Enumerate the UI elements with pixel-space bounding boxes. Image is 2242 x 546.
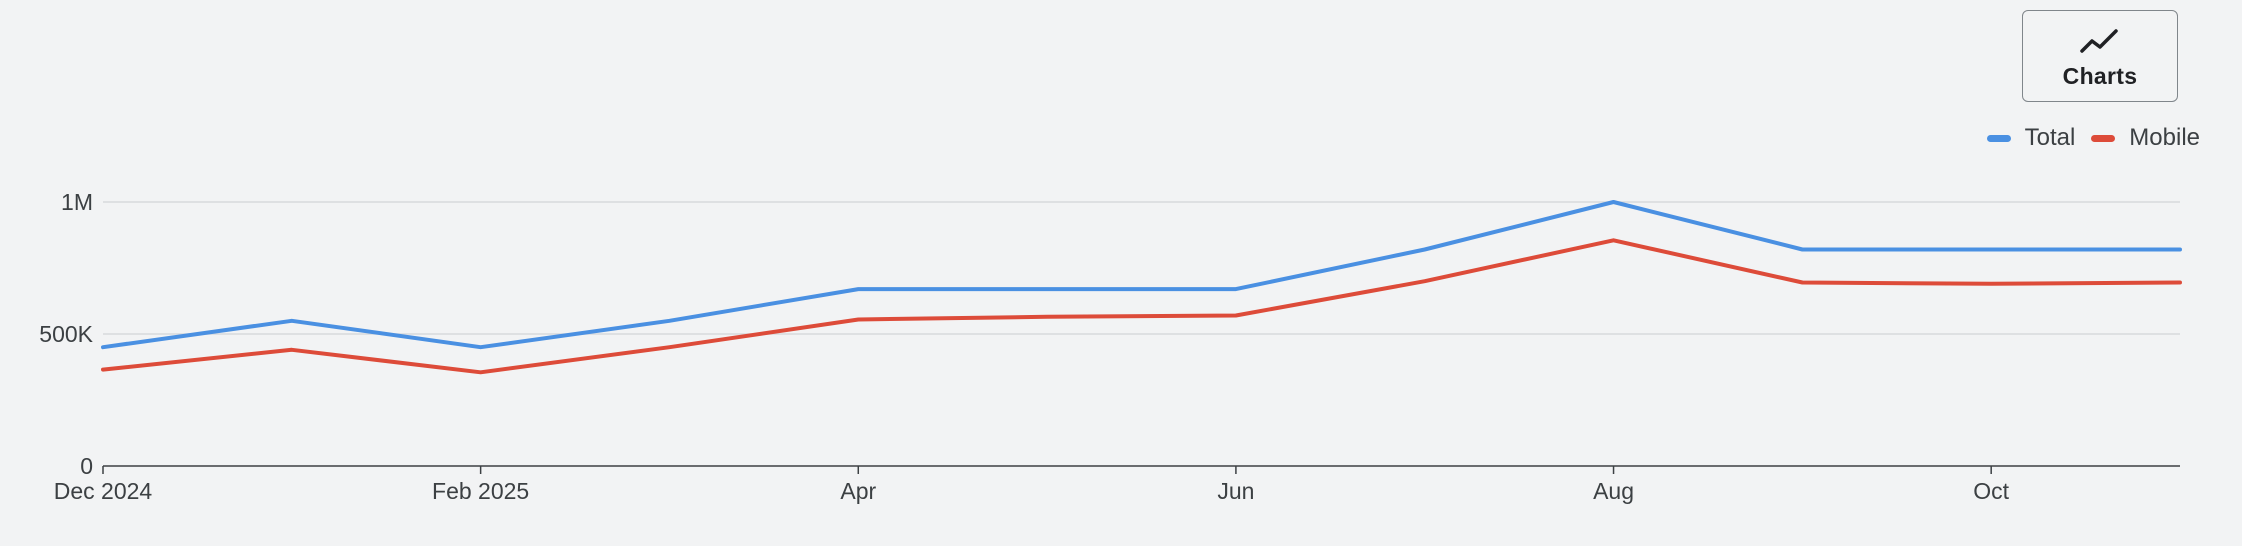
x-tick-label-4: Aug <box>1593 478 1634 504</box>
charts-button[interactable]: Charts <box>2022 10 2178 102</box>
y-tick-label-1: 500K <box>39 321 93 347</box>
trending-line-icon <box>2080 29 2118 53</box>
series-line-mobile <box>101 238 2182 375</box>
chart-legend: Total Mobile <box>1986 124 2200 152</box>
axes <box>102 465 2180 474</box>
x-tick-label-1: Feb 2025 <box>432 478 529 504</box>
y-tick-label-2: 1M <box>61 189 93 215</box>
x-tick-label-3: Jun <box>1217 478 1254 504</box>
x-tick-label-0: Dec 2024 <box>54 478 153 504</box>
charts-button-label: Charts <box>2062 63 2138 89</box>
legend-label-total: Total <box>2024 124 2076 151</box>
series-lines <box>101 200 2182 375</box>
legend-item-total[interactable]: Total <box>1986 124 2076 152</box>
legend-item-mobile[interactable]: Mobile <box>2091 124 2200 152</box>
legend-swatch-mobile <box>2091 134 2116 142</box>
y-tick-label-0: 0 <box>80 453 93 479</box>
legend-label-mobile: Mobile <box>2129 124 2200 151</box>
legend-swatch-total <box>1986 134 2011 142</box>
x-tick-label-5: Oct <box>1973 478 2009 504</box>
x-tick-label-2: Apr <box>840 478 876 504</box>
grid-lines <box>103 201 2180 335</box>
series-line-total <box>101 200 2182 350</box>
tick-labels: 0 500K 1M Dec 2024 Feb 2025 Apr Jun Aug Oct <box>39 189 2009 504</box>
